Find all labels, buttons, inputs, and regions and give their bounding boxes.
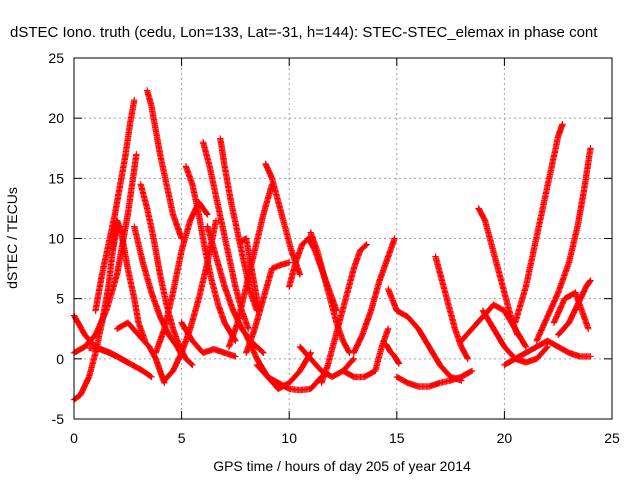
series-markers [479,307,551,366]
series-markers [339,325,392,381]
series-markers [350,235,398,356]
series-markers [109,217,149,344]
y-tick-label: 10 [48,231,64,247]
y-tick-label: 25 [48,50,64,66]
x-axis-label: GPS time / hours of day 205 of year 2014 [213,458,471,474]
data-series-31 [385,285,465,384]
data-series-41 [555,277,594,338]
series-markers [318,241,370,387]
x-tick-label: 25 [604,430,620,446]
data-series-32 [393,367,476,390]
x-tick-label: 10 [281,430,297,446]
y-axis-label: dSTEC / TECUs [4,187,20,289]
series-markers [113,319,168,387]
series-markers [393,367,476,390]
series-markers [512,121,566,326]
series-markers [501,337,594,369]
data-series-4 [92,96,138,314]
y-tick-label: 0 [56,351,64,367]
data-series-29 [350,235,398,356]
axis-ticks: 0 5 10 15 20 25 -5 0 5 10 15 20 25 [48,50,620,446]
y-tick-label: 5 [56,291,64,307]
data-series-33 [432,253,471,362]
data-series-14 [178,319,239,360]
data-series-24 [243,331,314,393]
series-markers [182,163,239,344]
series-markers [144,87,185,242]
y-tick-label: 15 [48,170,64,186]
data-series-13 [182,163,239,344]
data-series-28 [339,325,392,381]
data-series-40 [501,337,594,369]
data-series-38 [533,145,594,344]
series-markers [243,331,314,393]
data-series-5 [85,344,155,381]
data-series-9 [144,87,185,242]
data-series-10 [113,319,168,387]
x-tick-label: 0 [70,430,78,446]
x-tick-label: 5 [178,430,186,446]
data-series-27 [318,241,370,387]
data-series-30 [382,341,403,367]
series-markers [92,96,138,314]
data-series-6 [109,217,149,344]
x-tick-label: 15 [389,430,405,446]
data-series-37 [512,121,566,326]
series-markers [382,341,403,367]
series-markers [432,253,471,362]
series-markers [225,181,276,350]
series-markers [385,285,465,384]
y-tick-label: 20 [48,110,64,126]
data-marks [70,87,594,403]
data-series-36 [479,307,551,366]
chart-title: dSTEC Iono. truth (cedu, Lon=133, Lat=-3… [10,24,598,41]
series-markers [533,145,594,344]
x-tick-label: 20 [497,430,513,446]
series-markers [85,344,155,381]
series-markers [555,277,594,338]
data-series-19 [225,181,276,350]
series-markers [178,319,239,360]
y-tick-label: -5 [52,411,65,427]
